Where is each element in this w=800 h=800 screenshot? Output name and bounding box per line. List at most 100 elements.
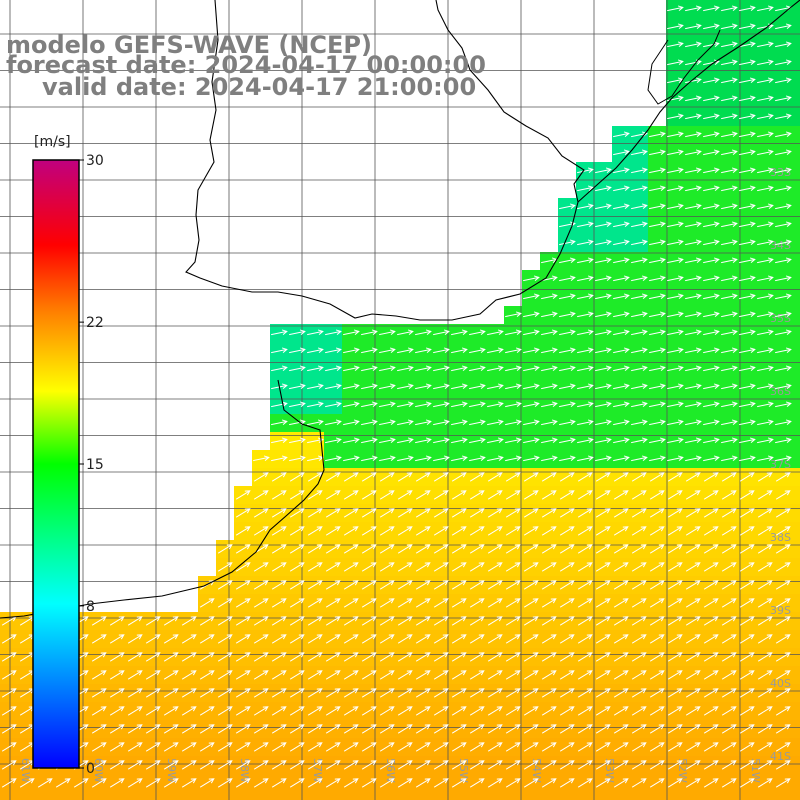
wind-arrow <box>505 742 521 752</box>
wind-arrow <box>757 41 774 48</box>
wind-arrow <box>613 383 630 390</box>
wind-arrow <box>649 742 665 752</box>
wind-arrow <box>127 724 143 734</box>
wind-arrow <box>361 580 377 590</box>
wind-arrow <box>757 221 774 228</box>
wind-arrow <box>685 437 702 444</box>
wind-arrow <box>541 526 557 536</box>
wind-arrow <box>487 724 503 734</box>
wind-arrow <box>721 598 737 608</box>
field-cell <box>630 792 649 800</box>
wind-arrow <box>595 365 612 372</box>
wind-arrow <box>739 616 755 626</box>
wind-arrow <box>217 616 233 626</box>
wind-arrow <box>361 544 377 554</box>
wind-arrow <box>757 329 774 336</box>
wind-arrow <box>145 670 161 680</box>
wind-arrow <box>613 131 630 138</box>
wind-arrow <box>775 562 791 572</box>
wind-arrow <box>577 239 594 246</box>
wind-arrow <box>649 670 665 680</box>
wind-arrow <box>595 185 612 192</box>
wind-arrow <box>523 311 540 318</box>
wind-arrow <box>649 634 665 644</box>
wind-arrow <box>595 347 612 354</box>
colorbar-tick-label: 8 <box>86 599 95 615</box>
wind-arrow <box>379 347 396 354</box>
wind-arrow <box>649 275 666 282</box>
wind-arrow <box>703 724 719 734</box>
wind-arrow <box>631 562 647 572</box>
wind-arrow <box>739 490 755 500</box>
wind-arrow <box>631 544 647 554</box>
field-cell <box>792 342 800 361</box>
wind-arrow <box>289 347 306 354</box>
wind-arrow <box>433 742 449 752</box>
wind-arrow <box>685 23 702 30</box>
wind-arrow <box>91 742 107 752</box>
wind-arrow <box>703 616 719 626</box>
wind-arrow <box>451 580 467 590</box>
wind-arrow <box>721 562 737 572</box>
wind-arrow <box>289 383 306 390</box>
wind-arrow <box>523 401 540 408</box>
wind-arrow <box>343 401 360 408</box>
field-cell <box>792 576 800 595</box>
wind-arrow <box>775 203 792 210</box>
field-cell <box>594 792 613 800</box>
wind-arrow <box>649 221 666 228</box>
wind-arrow <box>757 616 773 626</box>
wind-arrow <box>487 760 503 770</box>
wind-arrow <box>361 562 377 572</box>
wind-arrow <box>631 508 647 518</box>
field-cell <box>792 720 800 739</box>
wind-arrow <box>649 490 665 500</box>
wind-arrow <box>721 185 738 192</box>
wind-arrow <box>109 778 125 788</box>
wind-arrow <box>307 616 323 626</box>
wind-arrow <box>253 760 269 770</box>
wind-arrow <box>667 329 684 336</box>
wind-arrow <box>721 437 738 444</box>
wind-arrow <box>649 652 665 662</box>
wind-arrow <box>433 580 449 590</box>
wind-arrow <box>739 275 756 282</box>
wind-arrow <box>667 544 683 554</box>
wind-arrow <box>595 329 612 336</box>
wind-arrow <box>703 23 720 30</box>
wind-arrow <box>271 670 287 680</box>
wind-arrow <box>685 113 702 120</box>
wind-arrow <box>487 347 504 354</box>
wind-arrow <box>541 365 558 372</box>
wind-arrow <box>289 598 305 608</box>
field-cell <box>792 756 800 775</box>
wind-arrow <box>451 652 467 662</box>
wind-arrow <box>703 580 719 590</box>
wind-arrow <box>631 293 648 300</box>
wind-arrow <box>541 383 558 390</box>
wind-arrow <box>379 742 395 752</box>
wind-arrow <box>415 706 431 716</box>
wind-arrow <box>577 562 593 572</box>
wind-arrow <box>775 365 792 372</box>
wind-arrow <box>505 544 521 554</box>
wind-arrow <box>667 562 683 572</box>
field-cell <box>468 792 487 800</box>
wind-arrow <box>595 221 612 228</box>
wind-arrow <box>361 455 378 462</box>
wind-arrow <box>199 670 215 680</box>
wind-arrow <box>469 383 486 390</box>
wind-arrow <box>379 437 396 444</box>
wind-arrow <box>775 167 792 174</box>
wind-arrow <box>649 203 666 210</box>
wind-arrow <box>307 742 323 752</box>
wind-arrow <box>649 329 666 336</box>
wind-arrow <box>721 167 738 174</box>
wind-arrow <box>451 562 467 572</box>
wind-arrow <box>649 311 666 318</box>
wind-arrow <box>217 598 233 608</box>
wind-arrow <box>577 544 593 554</box>
wind-arrow <box>253 455 270 462</box>
lon-label: 56W <box>384 758 397 783</box>
wind-arrow <box>253 472 269 482</box>
